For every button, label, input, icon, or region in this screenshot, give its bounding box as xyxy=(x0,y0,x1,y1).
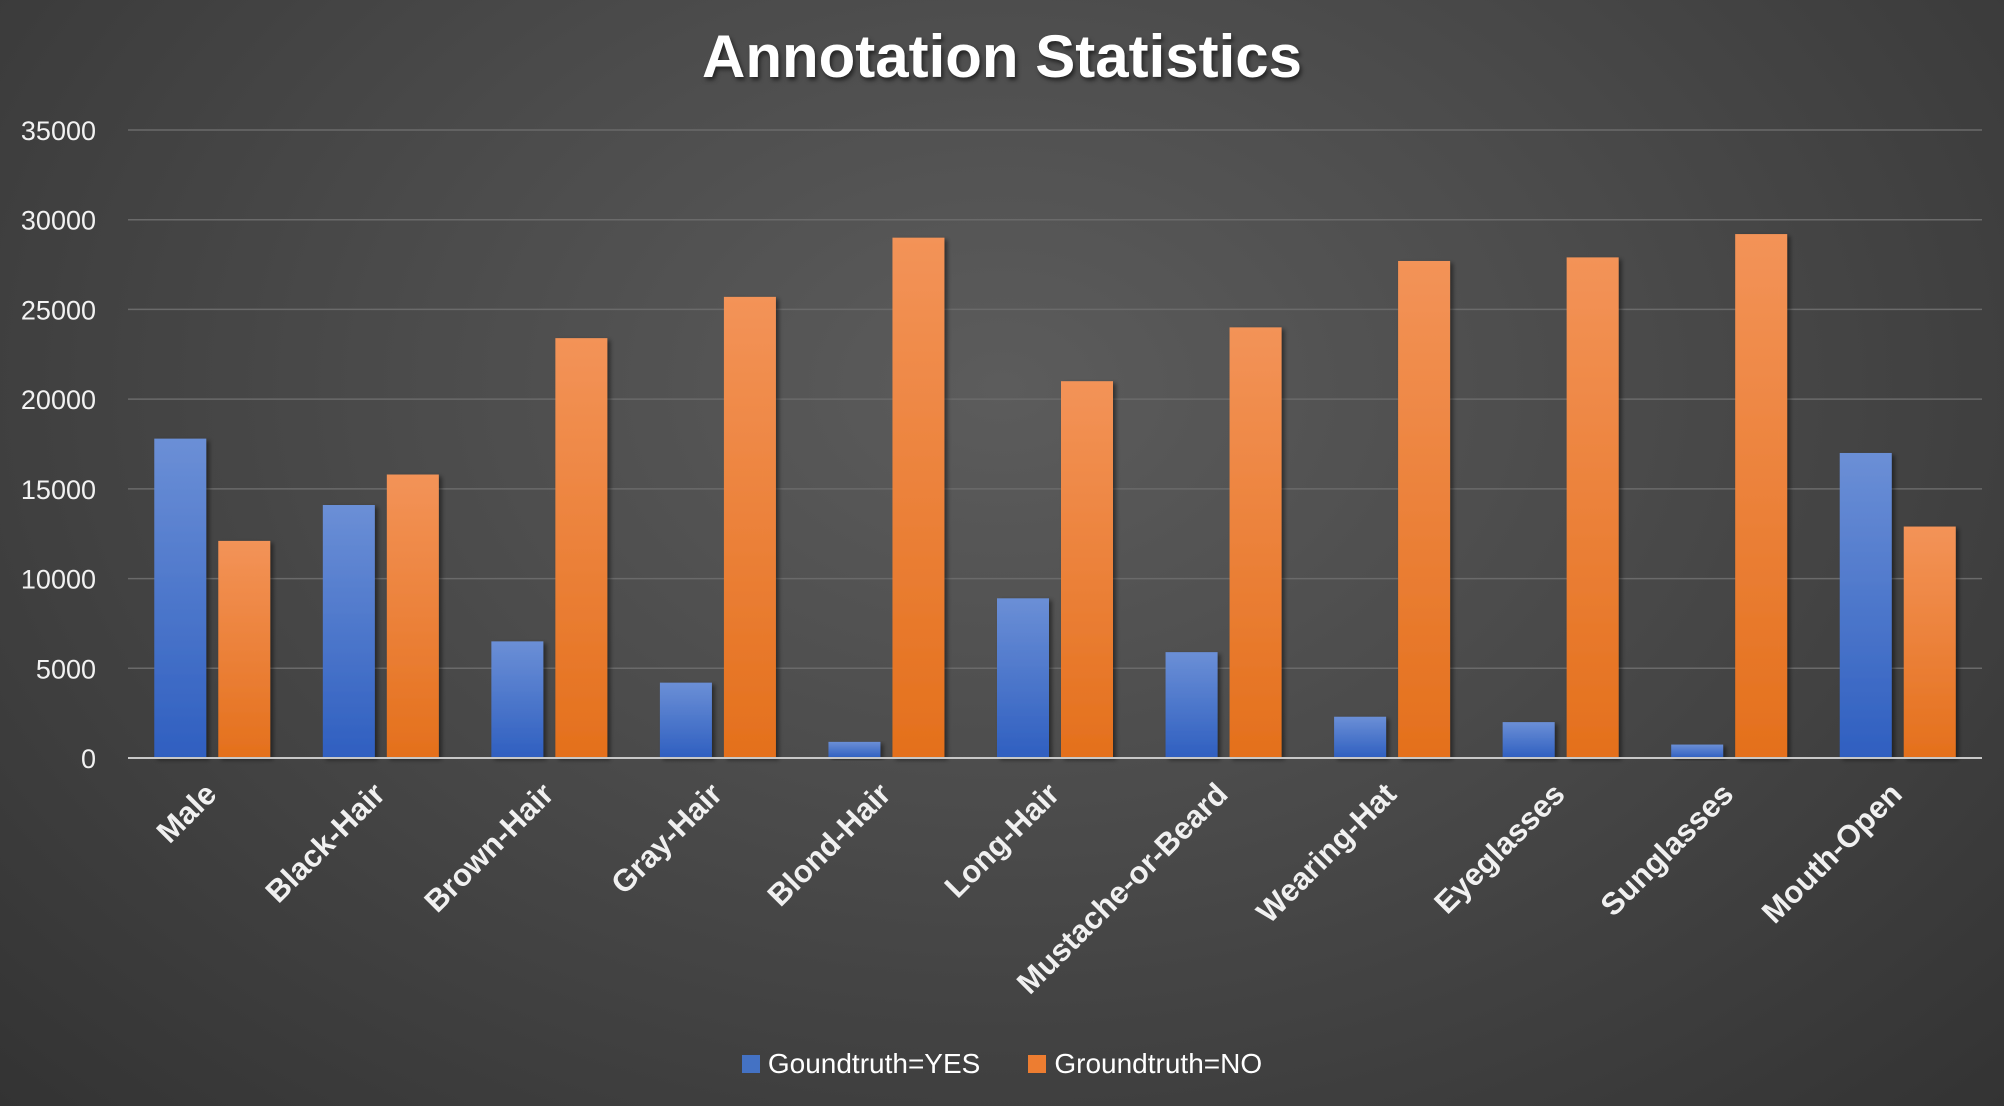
bar-yes xyxy=(1839,452,1892,758)
y-tick-label: 5000 xyxy=(36,654,96,684)
x-category-label: Black-Hair xyxy=(259,776,392,909)
bar-no xyxy=(892,237,945,758)
y-tick-label: 10000 xyxy=(21,565,96,595)
y-tick-label: 35000 xyxy=(21,116,96,146)
x-category-label: Gray-Hair xyxy=(604,776,729,901)
bar-yes xyxy=(1502,722,1555,758)
bar-yes xyxy=(491,641,544,758)
bar-yes xyxy=(828,741,881,758)
legend-swatch-no xyxy=(1028,1055,1047,1073)
bar-no xyxy=(218,540,271,758)
legend: Goundtruth=YES Groundtruth=NO xyxy=(0,1048,2004,1080)
legend-label-no: Groundtruth=NO xyxy=(1054,1048,1263,1079)
bar-no xyxy=(1061,381,1113,758)
bar-yes xyxy=(1671,744,1724,758)
y-tick-label: 20000 xyxy=(21,385,96,415)
chart-title: Annotation Statistics xyxy=(701,23,1303,90)
y-tick-label: 25000 xyxy=(21,295,96,325)
x-category-label: Brown-Hair xyxy=(417,776,560,919)
bar-yes xyxy=(997,598,1049,758)
bar-no xyxy=(723,296,776,758)
x-category-label: Mouth-Open xyxy=(1755,776,1909,930)
bar-no xyxy=(386,474,439,758)
legend-label-yes: Goundtruth=YES xyxy=(767,1048,981,1079)
legend-swatch-yes xyxy=(741,1055,760,1073)
bar-yes xyxy=(322,505,375,758)
bar-yes xyxy=(154,438,207,758)
legend-item-no: Groundtruth=NO xyxy=(1028,1048,1262,1080)
bar-no xyxy=(1398,260,1451,758)
x-category-label: Male xyxy=(150,776,223,849)
bar-no xyxy=(555,338,608,758)
y-tick-label: 30000 xyxy=(21,206,96,236)
bar-yes xyxy=(659,682,712,758)
bar-no xyxy=(1735,234,1788,758)
x-category-label: Eyeglasses xyxy=(1427,776,1571,920)
bar-yes xyxy=(1334,716,1387,758)
bars xyxy=(154,234,1956,758)
y-tick-label: 0 xyxy=(81,744,96,774)
y-axis-tick-labels: 0 5000 10000 15000 20000 25000 30000 35000 xyxy=(21,116,96,774)
x-axis-category-labels: Male Black-Hair Brown-Hair Gray-Hair Blond-H… xyxy=(150,776,1909,1001)
bar-yes xyxy=(1165,652,1218,758)
bar-no xyxy=(1229,327,1282,758)
bar-no xyxy=(1566,257,1619,758)
x-category-label: Wearing-Hat xyxy=(1250,776,1403,929)
legend-item-yes: Goundtruth=YES xyxy=(741,1048,981,1080)
x-category-label: Sunglasses xyxy=(1594,776,1741,923)
bar-no xyxy=(1903,526,1956,758)
x-category-label: Long-Hair xyxy=(938,776,1066,904)
y-tick-label: 15000 xyxy=(21,475,96,505)
x-category-label: Blond-Hair xyxy=(761,776,898,913)
